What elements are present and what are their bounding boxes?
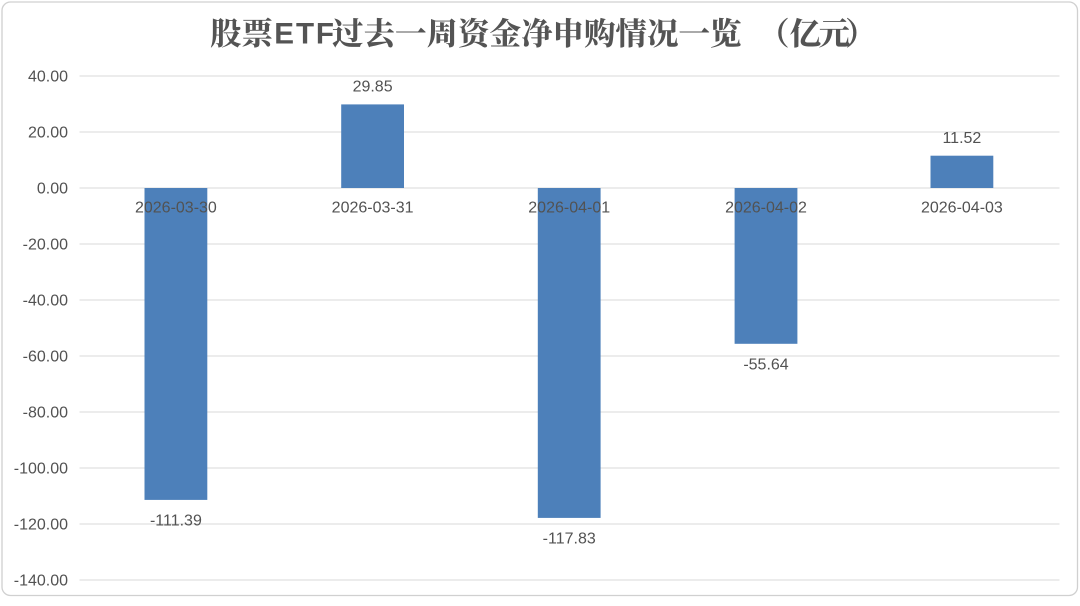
svg-text:ETF: ETF bbox=[274, 18, 334, 51]
svg-text:0.00: 0.00 bbox=[37, 181, 68, 198]
svg-text:2026-03-30: 2026-03-30 bbox=[135, 200, 217, 217]
svg-text:-55.64: -55.64 bbox=[743, 356, 788, 373]
svg-text:-117.83: -117.83 bbox=[543, 530, 596, 547]
svg-text:-60.00: -60.00 bbox=[23, 349, 68, 366]
svg-text:40.00: 40.00 bbox=[28, 69, 68, 86]
svg-text:-80.00: -80.00 bbox=[23, 405, 68, 422]
svg-text:29.85: 29.85 bbox=[353, 79, 393, 96]
svg-text:2026-03-31: 2026-03-31 bbox=[332, 200, 414, 217]
svg-text:-120.00: -120.00 bbox=[14, 517, 68, 534]
svg-text:-40.00: -40.00 bbox=[23, 293, 68, 310]
svg-text:-20.00: -20.00 bbox=[23, 237, 68, 254]
svg-text:11.52: 11.52 bbox=[942, 130, 981, 147]
svg-text:-140.00: -140.00 bbox=[14, 573, 68, 590]
svg-text:2026-04-01: 2026-04-01 bbox=[528, 200, 610, 217]
svg-text:-111.39: -111.39 bbox=[150, 512, 202, 529]
svg-text:2026-04-02: 2026-04-02 bbox=[725, 200, 807, 217]
svg-text:20.00: 20.00 bbox=[28, 125, 68, 142]
svg-text:2026-04-03: 2026-04-03 bbox=[921, 200, 1003, 217]
svg-text:-100.00: -100.00 bbox=[14, 461, 68, 478]
